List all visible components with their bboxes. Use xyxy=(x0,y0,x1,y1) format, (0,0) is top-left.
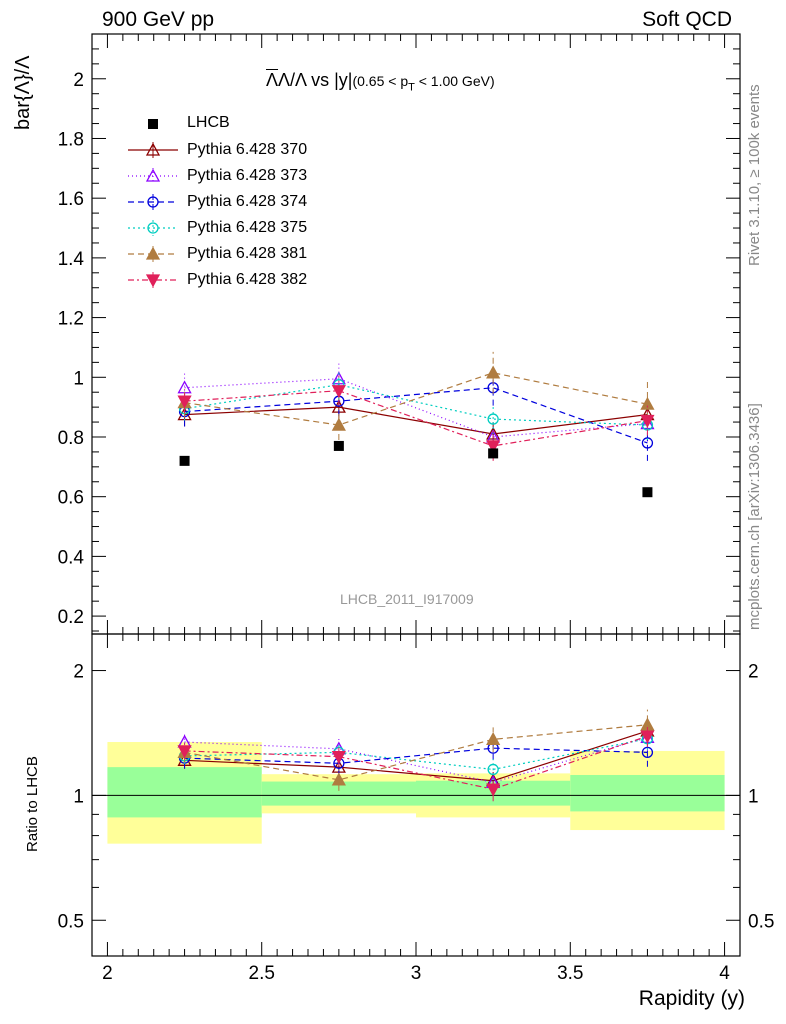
ratio-series-line xyxy=(184,735,648,790)
y-tick-label: 1.2 xyxy=(58,309,84,330)
header-left: 900 GeV pp xyxy=(102,8,215,31)
x-tick-label: 2.5 xyxy=(249,963,275,984)
title-lambda-bar: Λ xyxy=(266,70,279,90)
series-line xyxy=(184,384,648,426)
legend-marker xyxy=(145,168,161,182)
ratio-y-tick-label-right: 0.5 xyxy=(748,911,774,932)
series-point xyxy=(640,396,655,410)
title-sub: (0.65 < p xyxy=(352,73,409,89)
series-point xyxy=(331,417,346,431)
legend-marker xyxy=(145,246,161,260)
data-point xyxy=(488,448,499,459)
x-tick-label: 3.5 xyxy=(557,963,583,984)
y-tick-label: 1.6 xyxy=(58,189,84,210)
main-y-axis-label: bar{Λ}/Λ xyxy=(12,55,34,130)
rivet-label: Rivet 3.1.10, ≥ 100k events xyxy=(746,84,763,266)
series-line xyxy=(184,390,648,447)
x-tick-label: 3 xyxy=(411,963,422,984)
ratio-point xyxy=(177,745,192,759)
x-tick-label: 2 xyxy=(102,963,113,984)
legend-markers xyxy=(128,119,178,288)
ratio-series-group xyxy=(177,709,655,802)
main-data-group xyxy=(179,440,653,498)
y-tick-label: 2 xyxy=(73,70,84,91)
y-tick-label: 0.8 xyxy=(58,428,84,449)
series-line xyxy=(184,387,648,444)
series-point xyxy=(486,365,501,379)
title-sub-index: T xyxy=(408,81,415,94)
band-1sigma xyxy=(570,774,725,812)
series-point xyxy=(486,440,501,454)
legend-label-375: Pythia 6.428 375 xyxy=(187,219,308,236)
main-series-group xyxy=(177,351,655,461)
ratio-series-line xyxy=(184,738,648,771)
legend-marker xyxy=(145,142,161,156)
legend-label-374: Pythia 6.428 374 xyxy=(187,193,308,210)
legend-label-370: Pythia 6.428 370 xyxy=(187,141,308,158)
series-line xyxy=(184,372,648,426)
series-point xyxy=(177,395,192,409)
x-tick-label: 4 xyxy=(719,963,730,984)
series-point xyxy=(641,437,654,449)
title-main: Λ/Λ vs |y| xyxy=(278,70,353,90)
legend-label-381: Pythia 6.428 381 xyxy=(187,245,308,262)
y-tick-label: 1 xyxy=(73,368,84,389)
ratio-y-tick-label: 0.5 xyxy=(58,911,84,932)
y-tick-label: 1.4 xyxy=(58,249,85,270)
legend-marker xyxy=(147,196,159,208)
ratio-series-line xyxy=(184,730,648,782)
data-point xyxy=(333,440,344,451)
series-point xyxy=(487,413,499,425)
plot-title: ΛΛ/Λ vs |y|(0.65 < pT < 1.00 GeV) xyxy=(266,70,495,94)
y-tick-label: 0.6 xyxy=(58,488,84,509)
legend-marker xyxy=(145,274,161,288)
ratio-point xyxy=(486,732,501,746)
y-tick-label: 0.4 xyxy=(58,547,85,568)
mcplots-label: mcplots.cern.ch [arXiv:1306.3436] xyxy=(746,403,763,630)
y-tick-label: 0.2 xyxy=(58,607,84,628)
series-point xyxy=(331,385,346,399)
axes-group: 0.2 0.4 0.6 0.8 1 1.2 1.4 1.6 1.8 2 2 2.5 3 3.5 4 0.5 0.… xyxy=(58,33,774,984)
ratio-point xyxy=(640,730,655,744)
ratio-series-line xyxy=(184,736,648,783)
ratio-point xyxy=(486,783,501,797)
analysis-watermark: LHCB_2011_I917009 xyxy=(340,591,474,607)
series-line xyxy=(184,406,648,435)
data-point xyxy=(179,455,190,466)
series-point xyxy=(640,414,655,428)
legend-marker xyxy=(147,222,159,234)
ratio-series-line xyxy=(184,747,648,764)
legend-label-373: Pythia 6.428 373 xyxy=(187,167,308,184)
ratio-point xyxy=(487,763,499,776)
ratio-point xyxy=(331,751,346,765)
band-1sigma xyxy=(107,767,262,818)
ratio-y-tick-label-right: 2 xyxy=(748,662,759,683)
series-line xyxy=(184,378,648,438)
ratio-y-tick-label: 1 xyxy=(73,786,84,807)
legend-label-data: LHCB xyxy=(187,114,230,131)
legend-label-382: Pythia 6.428 382 xyxy=(187,271,308,288)
ratio-y-tick-label: 2 xyxy=(73,662,84,683)
ratio-y-tick-label-right: 1 xyxy=(748,786,759,807)
ratio-y-axis-label: Ratio to LHCB xyxy=(24,756,41,852)
header-right: Soft QCD xyxy=(642,8,732,31)
legend-marker-data xyxy=(148,119,158,129)
ratio-series-line xyxy=(184,724,648,781)
title-sub-tail: < 1.00 GeV) xyxy=(414,73,495,89)
data-point xyxy=(642,487,653,498)
y-tick-label: 1.8 xyxy=(58,129,84,150)
x-axis-label: Rapidity (y) xyxy=(638,987,745,1010)
ratio-point xyxy=(331,772,346,786)
ratio-point xyxy=(641,746,654,759)
